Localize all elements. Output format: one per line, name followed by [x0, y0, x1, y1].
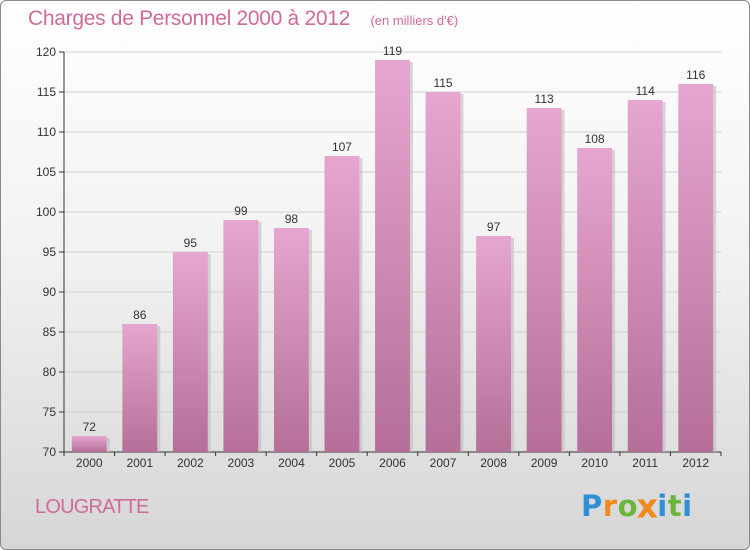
x-tick-label: 2000	[76, 456, 103, 470]
logo-letter: i	[657, 489, 668, 523]
value-label: 86	[133, 308, 147, 322]
x-tick-label: 2006	[379, 456, 406, 470]
y-tick-label: 70	[43, 445, 57, 459]
y-tick-label: 120	[36, 45, 56, 59]
logo-letter: t	[667, 489, 683, 523]
x-tick-label: 2004	[278, 456, 305, 470]
value-label: 98	[285, 212, 299, 226]
bars	[71, 60, 717, 452]
title-row: Charges de Personnel 2000 à 2012 (en mil…	[28, 7, 458, 31]
bar-2000	[71, 436, 107, 452]
value-label: 115	[433, 76, 452, 90]
x-tick-label: 2007	[430, 456, 457, 470]
y-tick-label: 80	[43, 365, 57, 379]
bar-2006	[375, 60, 410, 452]
chart-title: Charges de Personnel 2000 à 2012	[28, 7, 350, 30]
labels: 70 75 80 85 90 95 100 105 110 115 120 72 2000 86 2001 9…	[36, 44, 709, 470]
x-tick-label: 2009	[531, 456, 558, 470]
bar-2010	[577, 148, 613, 452]
bar-2007	[425, 92, 461, 452]
bar-2011	[627, 100, 663, 452]
bar-2008	[476, 236, 512, 452]
value-label: 113	[535, 92, 554, 106]
bar-2001	[122, 324, 158, 452]
value-label: 119	[383, 44, 402, 58]
y-tick-label: 115	[37, 85, 56, 99]
value-label: 108	[585, 132, 605, 146]
y-tick-label: 90	[43, 285, 57, 299]
x-tick-label: 2010	[581, 456, 608, 470]
bar-2009	[526, 108, 562, 452]
logo-letter: r	[602, 489, 618, 523]
bar-2002	[172, 252, 208, 452]
y-tick-label: 105	[36, 165, 56, 179]
value-label: 116	[686, 68, 705, 82]
chart-subtitle: (en milliers d'€)	[370, 13, 459, 28]
commune-name: LOUGRATTE	[35, 496, 149, 518]
proxiti-logo: Proxiti	[581, 486, 693, 526]
logo-letter: o	[617, 489, 639, 523]
logo-letter: i	[682, 489, 693, 523]
value-label: 97	[487, 220, 501, 234]
value-label: 72	[83, 420, 97, 434]
x-tick-label: 2012	[682, 456, 709, 470]
y-tick-label: 100	[36, 205, 56, 219]
bar-2005	[324, 156, 360, 452]
value-label: 95	[184, 236, 198, 250]
y-tick-label: 95	[43, 245, 57, 259]
logo-letter: x	[636, 486, 659, 526]
value-label: 99	[234, 204, 248, 218]
x-tick-label: 2008	[480, 456, 507, 470]
x-tick-label: 2002	[177, 456, 204, 470]
bar-2003	[223, 220, 259, 452]
x-tick-label: 2011	[632, 456, 658, 470]
x-tick-label: 2001	[126, 456, 153, 470]
x-tick-label: 2005	[329, 456, 356, 470]
y-tick-label: 85	[43, 325, 57, 339]
y-tick-label: 110	[37, 125, 56, 139]
y-tick-label: 75	[43, 405, 57, 419]
bar-2012	[678, 84, 714, 452]
logo-letter: P	[581, 489, 603, 523]
bar-2004	[273, 228, 309, 452]
value-label: 107	[332, 140, 352, 154]
value-label: 114	[636, 84, 655, 98]
x-tick-label: 2003	[228, 456, 255, 470]
